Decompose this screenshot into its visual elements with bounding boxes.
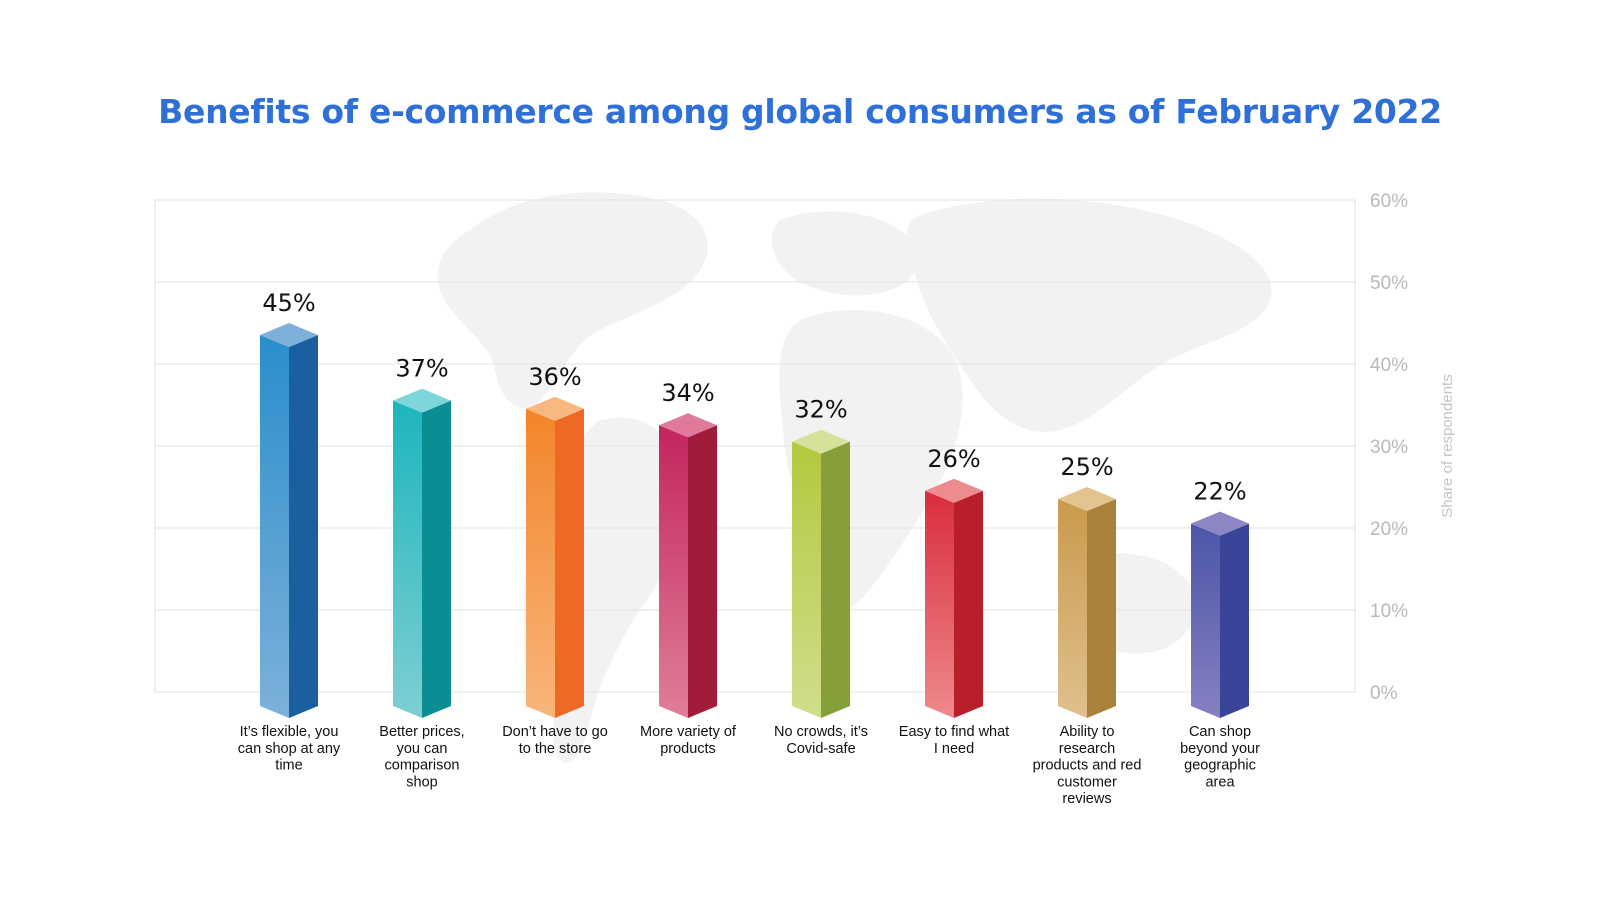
bar	[1058, 487, 1116, 718]
bar-side-face	[422, 400, 451, 718]
bar-front-face	[393, 400, 422, 718]
bar-side-face	[1087, 499, 1116, 718]
y-axis-title: Share of respondents	[1439, 374, 1456, 517]
category-label: Can shop beyond your geographic area	[1180, 724, 1260, 790]
bar-top-face	[925, 478, 983, 503]
category-label: Ability to research products and red custom…	[1033, 724, 1142, 807]
y-tick-label: 40%	[1370, 355, 1408, 376]
bar-value-label: 45%	[262, 289, 315, 317]
bar-value-label: 32%	[794, 396, 847, 424]
bar-top-face	[792, 429, 850, 454]
bar-value-label: 26%	[927, 445, 980, 473]
y-tick-label: 0%	[1370, 683, 1398, 704]
category-label: Don’t have to go to the store	[502, 724, 608, 757]
bar-top-face	[1058, 487, 1116, 511]
bar-front-face	[1191, 523, 1220, 718]
bar	[526, 396, 584, 718]
bar-front-face	[526, 408, 555, 718]
bar-value-label: 22%	[1193, 478, 1246, 506]
bar-top-face	[1191, 511, 1249, 536]
bar	[1191, 511, 1249, 718]
bar-value-label: 34%	[661, 379, 714, 407]
bar	[792, 429, 850, 718]
y-tick-label: 30%	[1370, 437, 1408, 458]
bar-side-face	[555, 408, 584, 718]
bar-front-face	[925, 490, 954, 718]
bar	[260, 323, 318, 718]
bar-top-face	[260, 323, 318, 347]
bar-value-label: 36%	[528, 363, 581, 391]
bar	[393, 388, 451, 718]
y-tick-label: 50%	[1370, 273, 1408, 294]
bar-side-face	[1220, 523, 1249, 718]
bar-value-label: 25%	[1060, 453, 1113, 481]
bar	[925, 478, 983, 718]
bar-front-face	[659, 425, 688, 718]
category-label: It’s flexible, you can shop at any time	[238, 724, 341, 774]
bar-side-face	[954, 490, 983, 718]
bar-top-face	[526, 396, 584, 421]
y-tick-label: 20%	[1370, 519, 1408, 540]
category-label: Better prices, you can comparison shop	[379, 724, 464, 790]
category-label: No crowds, it’s Covid-safe	[774, 724, 868, 757]
category-label: More variety of products	[640, 724, 737, 757]
bar-front-face	[1058, 499, 1087, 718]
y-tick-label: 10%	[1370, 601, 1408, 622]
y-tick-label: 60%	[1370, 191, 1408, 212]
category-label: Easy to find what I need	[899, 724, 1009, 757]
bar-top-face	[393, 388, 451, 413]
bar-top-face	[659, 413, 717, 438]
bar-front-face	[792, 441, 821, 718]
bar-side-face	[289, 335, 318, 718]
bar	[659, 413, 717, 718]
chart-title: Benefits of e-commerce among global cons…	[158, 92, 1442, 131]
bar-value-label: 37%	[395, 355, 448, 383]
bar-side-face	[821, 441, 850, 718]
bar-front-face	[260, 335, 289, 718]
bar-side-face	[688, 425, 717, 718]
